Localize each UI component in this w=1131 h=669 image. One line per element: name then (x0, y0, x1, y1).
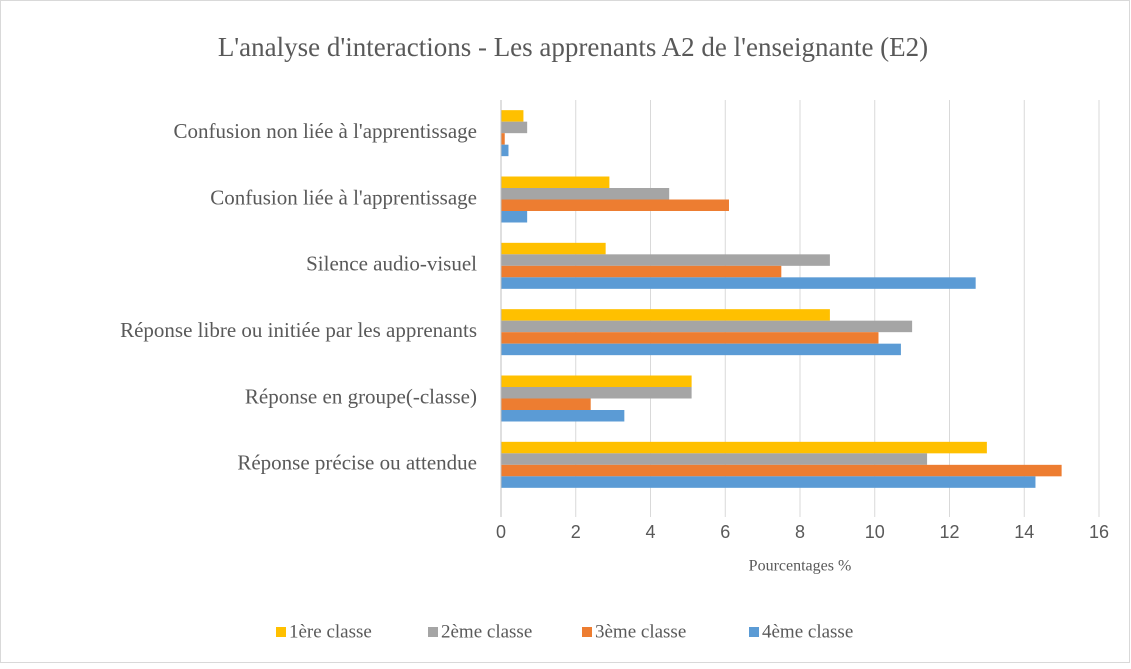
bar (501, 320, 913, 333)
legend-label: 2ème classe (441, 621, 532, 642)
bar (501, 476, 1036, 488)
y-tick-label: Confusion non liée à l'apprentissage (173, 119, 477, 143)
legend-swatch (276, 627, 286, 637)
bar (501, 441, 987, 454)
legend-swatch (428, 627, 438, 637)
bar (501, 343, 901, 356)
x-axis-label: Pourcentages % (749, 558, 852, 575)
bar (501, 375, 692, 387)
y-tick-label: Silence audio-visuel (306, 252, 477, 276)
bar (501, 453, 928, 465)
chart-title: L'analyse d'interactions - Les apprenant… (218, 32, 928, 62)
legend-label: 4ème classe (762, 621, 853, 642)
y-tick-label: Réponse libre ou initiée par les apprena… (120, 318, 477, 342)
bar (501, 242, 606, 255)
bar (501, 464, 1062, 477)
x-tick-label: 14 (1014, 522, 1034, 542)
bar (501, 133, 505, 145)
x-tick-label: 10 (865, 522, 885, 542)
x-tick-label: 8 (795, 522, 805, 542)
bar (501, 398, 591, 410)
bar (501, 332, 879, 344)
bar (501, 265, 782, 278)
x-tick-label: 4 (645, 522, 655, 542)
y-tick-label: Réponse précise ou attendue (237, 451, 477, 475)
legend-swatch (582, 627, 592, 637)
x-tick-label: 16 (1089, 522, 1109, 542)
bar (501, 188, 670, 200)
legend-label: 3ème classe (595, 621, 686, 642)
y-tick-label: Confusion liée à l'apprentissage (210, 185, 477, 209)
x-tick-label: 2 (571, 522, 581, 542)
bar (501, 110, 524, 122)
x-tick-label: 12 (939, 522, 959, 542)
bar (501, 211, 528, 223)
bar (501, 199, 729, 211)
bar (501, 254, 830, 266)
x-tick-label: 6 (720, 522, 730, 542)
bar (501, 410, 625, 422)
legend-swatch (749, 627, 759, 637)
bar (501, 176, 610, 188)
bar (501, 121, 528, 134)
bar (501, 387, 692, 399)
legend-label: 1ère classe (289, 621, 372, 642)
bar (501, 277, 976, 289)
y-tick-label: Réponse en groupe(-classe) (245, 384, 477, 408)
x-tick-label: 0 (496, 522, 506, 542)
bar (501, 144, 509, 157)
bar (501, 309, 830, 321)
